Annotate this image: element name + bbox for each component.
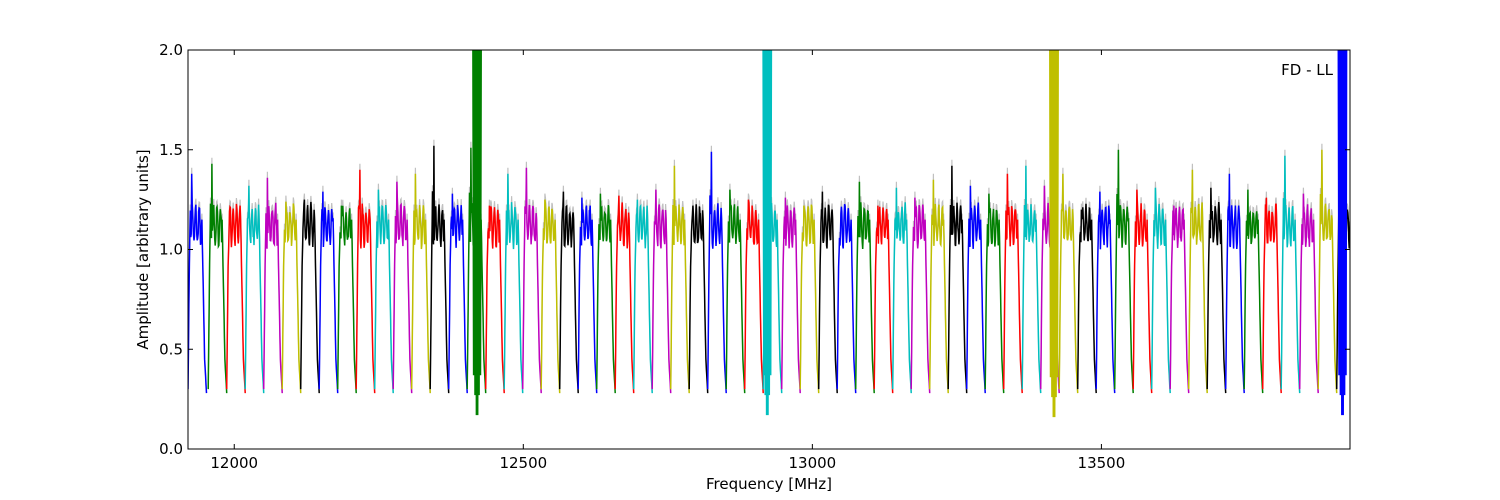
y-axis-label: Amplitude [arbitrary units]	[134, 149, 152, 349]
spectrum-band-trace	[780, 197, 801, 394]
spectrum-band-trace	[484, 205, 505, 394]
spectrum-band-trace	[262, 177, 283, 394]
spectrum-band-trace	[1095, 191, 1116, 394]
spectrum-band-trace	[188, 173, 208, 394]
spectrum-band-trace	[743, 199, 764, 394]
spectrum-band-trace	[1132, 189, 1153, 394]
spectrum-band-trace	[836, 203, 857, 394]
y-tick-label: 0.0	[159, 440, 183, 458]
spectrum-band-trace	[725, 189, 746, 394]
spectrum-band-trace	[1150, 187, 1171, 394]
spectrum-band-trace	[429, 145, 450, 394]
spectrum-band-trace	[299, 199, 320, 394]
y-tick-label: 1.5	[159, 141, 183, 159]
y-axis: 0.0 0.5 1.0 1.5 2.0	[159, 41, 1350, 458]
polarization-annotation: FD - LL	[1281, 61, 1333, 79]
spectrum-traces	[188, 50, 1350, 418]
spectrum-band-trace	[1058, 173, 1079, 394]
background-trace-band	[429, 139, 450, 394]
spectrum-band-trace	[614, 195, 635, 394]
spectrum-band-trace	[410, 173, 431, 394]
spectrum-band-trace	[540, 199, 561, 394]
spectrum-band-trace	[577, 197, 598, 394]
spectrum-band-trace	[521, 167, 542, 394]
deep-feature-trace	[1337, 50, 1348, 416]
spectrum-band-trace	[244, 185, 265, 394]
spectrum-band-trace	[355, 169, 376, 394]
spectrum-band-trace	[1002, 173, 1023, 394]
spectrum-band-trace	[1187, 169, 1208, 394]
spectrum-band-trace	[225, 203, 246, 394]
spectrum-band-trace	[873, 205, 894, 394]
x-tick-label: 12500	[499, 454, 547, 472]
spectrum-band-trace	[1243, 189, 1264, 394]
spectrum-band-trace	[336, 205, 357, 394]
x-tick-label: 12000	[210, 454, 258, 472]
deep-feature-trace	[762, 50, 773, 416]
spectrum-band-trace	[817, 191, 838, 394]
spectrum-band-trace	[965, 185, 986, 394]
spectrum-band-trace	[447, 193, 468, 394]
deep-feature-trace	[1049, 50, 1059, 418]
deep-feature-trace	[472, 50, 482, 416]
spectrum-band-trace	[1021, 165, 1042, 394]
y-tick-label: 1.0	[159, 241, 183, 259]
y-tick-label: 2.0	[159, 41, 183, 59]
spectrum-band-trace	[928, 179, 949, 394]
spectrum-band-trace	[1206, 187, 1227, 394]
spectrum-band-trace	[947, 165, 968, 394]
spectrum-band-trace	[854, 181, 875, 394]
spectrum-band-trace	[1298, 193, 1319, 394]
spectrum-band-trace	[688, 204, 709, 394]
spectrum-band-trace	[595, 193, 616, 394]
spectrum-band-trace	[984, 193, 1005, 394]
x-tick-label: 13500	[1078, 454, 1126, 472]
x-axis-label: Frequency [MHz]	[706, 475, 832, 493]
spectrum-band-trace	[318, 191, 339, 394]
spectrum-band-trace	[1261, 197, 1282, 394]
spectrum-band-trace	[392, 181, 413, 394]
spectrum-band-trace	[558, 191, 579, 394]
spectrum-band-trace	[632, 199, 653, 394]
spectrum-band-trace	[1317, 149, 1338, 394]
spectrum-band-trace	[373, 189, 394, 394]
spectrum-band-trace	[799, 204, 820, 394]
spectrum-band-trace	[207, 163, 228, 394]
spectrum-band-trace	[669, 165, 690, 394]
spectrum-band-trace	[891, 187, 912, 394]
spectrum-band-trace	[651, 189, 672, 394]
spectrum-band-trace	[503, 173, 524, 394]
x-axis: 12000 12500 13000 13500	[210, 50, 1125, 472]
spectrum-band-trace	[910, 197, 931, 394]
spectrum-band-trace	[1169, 205, 1190, 394]
spectrum-band-trace	[706, 151, 727, 394]
spectrum-band-trace	[1280, 155, 1301, 394]
spectrum-band-trace	[281, 201, 302, 394]
y-tick-label: 0.5	[159, 340, 183, 358]
spectrum-band-trace	[1224, 173, 1245, 394]
x-tick-label: 13000	[788, 454, 836, 472]
spectrum-band-trace	[1113, 149, 1134, 394]
spectrum-band-trace	[1076, 203, 1097, 394]
